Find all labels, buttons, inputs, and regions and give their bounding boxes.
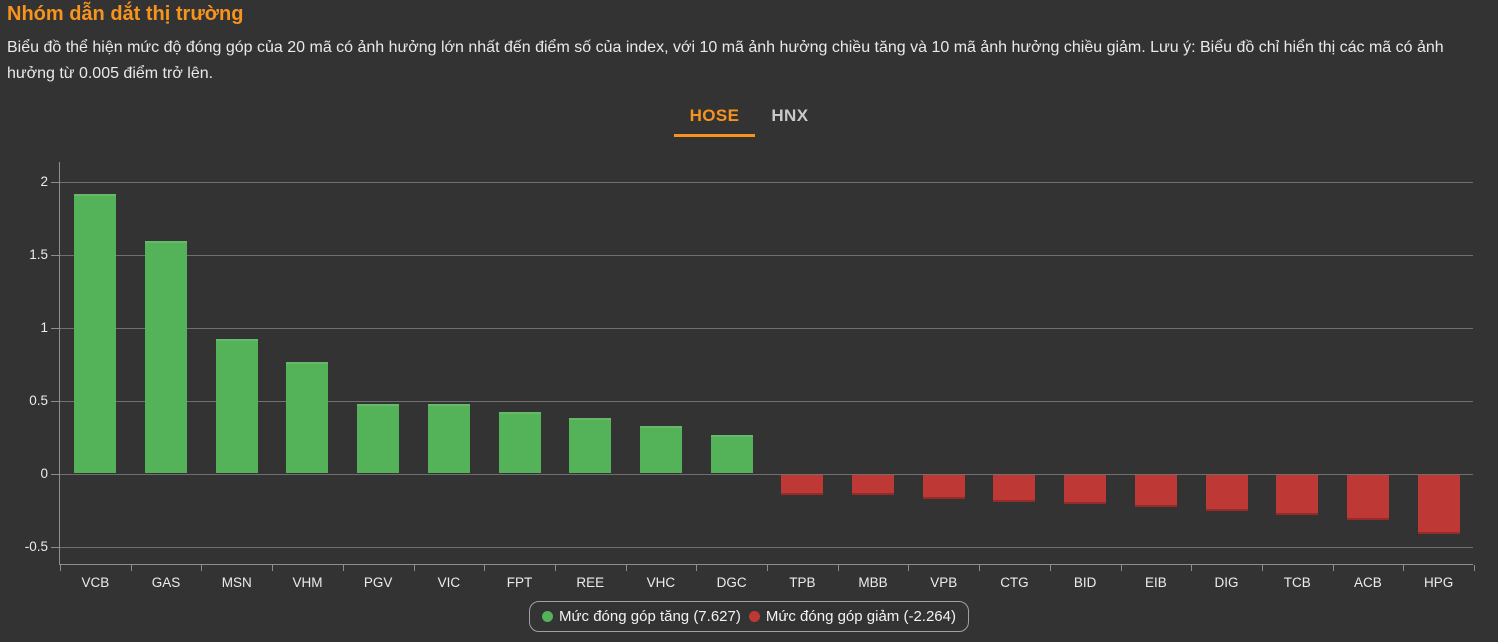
x-axis-tick [554, 565, 556, 571]
y-axis-labels: 2 1.5 1 0.5 0 -0.5 [0, 162, 48, 565]
tab-hnx[interactable]: HNX [771, 106, 809, 125]
x-axis-label-PGV: PGV [363, 575, 393, 590]
y-axis-tick-label: 0.5 [29, 393, 48, 409]
legend-item-negative[interactable]: Mức đóng góp giảm (-2.264) [748, 608, 956, 625]
x-axis-label-VHC: VHC [646, 575, 676, 590]
y-axis-tick-label: 0 [40, 466, 48, 482]
y-axis-tick [51, 182, 60, 184]
legend-label: Mức đóng góp tăng (7.627) [559, 608, 741, 625]
x-axis-label-TPB: TPB [789, 575, 816, 590]
bar-MSN[interactable] [215, 338, 258, 474]
x-axis-label-VIC: VIC [437, 575, 461, 590]
y-axis-tick-label: -0.5 [24, 539, 48, 555]
bar-PGV[interactable] [357, 404, 400, 474]
bar-FPT[interactable] [498, 411, 541, 474]
bar-DIG[interactable] [1205, 475, 1248, 511]
chart-description: Biểu đồ thể hiện mức độ đóng góp của 20 … [7, 39, 1444, 82]
bar-VHM[interactable] [286, 362, 329, 474]
bar-GAS[interactable] [145, 240, 188, 474]
x-axis-label-ACB: ACB [1354, 575, 1382, 590]
bar-EIB[interactable] [1134, 475, 1177, 507]
tab-hose[interactable]: HOSE [673, 100, 756, 137]
x-axis-label-DGC: DGC [716, 575, 747, 590]
exchange-tabs: HOSE HNX [0, 100, 1498, 137]
x-axis-tick [60, 565, 61, 571]
gridline-2 [60, 182, 1473, 184]
x-axis-label-MBB: MBB [858, 575, 888, 590]
bar-REE[interactable] [569, 417, 612, 474]
x-axis-tick [979, 565, 981, 571]
x-axis-label-VPB: VPB [930, 575, 958, 590]
bar-VHC[interactable] [639, 426, 682, 474]
bar-BID[interactable] [1064, 475, 1107, 504]
legend-dot-icon [542, 611, 554, 622]
x-axis-tick [413, 565, 415, 571]
y-axis-tick [51, 255, 60, 257]
y-axis-tick-label: 1.5 [29, 247, 48, 263]
legend-label: Mức đóng góp giảm (-2.264) [765, 608, 956, 625]
bar-VPB[interactable] [922, 475, 965, 500]
x-axis-tick [484, 565, 486, 571]
legend-dot-icon [748, 611, 760, 622]
y-axis-tick [51, 401, 60, 403]
y-axis-tick [51, 547, 60, 549]
x-axis-label-CTG: CTG [1000, 575, 1029, 590]
x-axis-label-GAS: GAS [151, 575, 181, 590]
x-axis-tick [908, 565, 910, 571]
x-axis-label-HPG: HPG [1424, 575, 1454, 590]
x-axis-label-DIG: DIG [1214, 575, 1239, 590]
bar-TCB[interactable] [1276, 475, 1319, 516]
bar-VCB[interactable] [74, 194, 117, 474]
x-axis-tick [1049, 565, 1051, 571]
x-axis-tick [1261, 565, 1263, 571]
y-axis-tick [51, 474, 60, 476]
x-axis-label-FPT: FPT [506, 575, 533, 590]
x-axis-tick [625, 565, 627, 571]
x-axis-tick [342, 565, 344, 571]
x-axis-tick [201, 565, 203, 571]
bar-ACB[interactable] [1346, 475, 1389, 520]
x-axis-tick [767, 565, 768, 571]
x-axis-label-EIB: EIB [1144, 575, 1167, 590]
x-axis-label-VCB: VCB [81, 575, 110, 590]
y-axis-tick-label: 1 [40, 320, 48, 336]
y-axis-tick-label: 2 [40, 174, 48, 190]
gridline-1.5 [60, 255, 1473, 257]
bar-MBB[interactable] [852, 475, 895, 495]
bar-CTG[interactable] [993, 475, 1036, 503]
gridline--0.5 [60, 547, 1473, 549]
bar-TPB[interactable] [781, 475, 824, 495]
x-axis-label-BID: BID [1073, 575, 1097, 590]
x-axis-tick [1332, 565, 1334, 571]
x-axis-tick [1120, 565, 1122, 571]
x-axis-tick [1403, 565, 1405, 571]
bar-chart-plot: VCB GAS MSN VHM PGV VIC FPT REE VHC DGC TPB MBB VPB C… [51, 162, 1475, 590]
x-axis-label-REE: REE [576, 575, 605, 590]
gridline-0.5 [60, 401, 1473, 403]
x-axis-tick [130, 565, 132, 571]
x-axis-label-TCB: TCB [1283, 575, 1311, 590]
x-axis-tick [272, 565, 274, 571]
page-title: Nhóm dẫn dắt thị trường [7, 3, 244, 25]
bar-HPG[interactable] [1417, 475, 1460, 535]
legend-item-positive[interactable]: Mức đóng góp tăng (7.627) [542, 608, 741, 625]
x-axis-tick [1191, 565, 1193, 571]
chart-legend: Mức đóng góp tăng (7.627) Mức đóng góp gi… [0, 601, 1498, 632]
x-axis-label-MSN: MSN [221, 575, 252, 590]
bar-DGC[interactable] [710, 435, 753, 474]
y-axis-tick [51, 328, 60, 330]
legend-box: Mức đóng góp tăng (7.627) Mức đóng góp gi… [529, 601, 969, 632]
x-axis-label-VHM: VHM [292, 575, 323, 590]
gridline-0 [60, 474, 1473, 476]
x-axis-tick [1474, 565, 1475, 571]
x-axis-tick [696, 565, 698, 571]
x-axis-tick [837, 565, 839, 571]
bar-VIC[interactable] [427, 404, 470, 474]
gridline-1 [60, 328, 1473, 330]
